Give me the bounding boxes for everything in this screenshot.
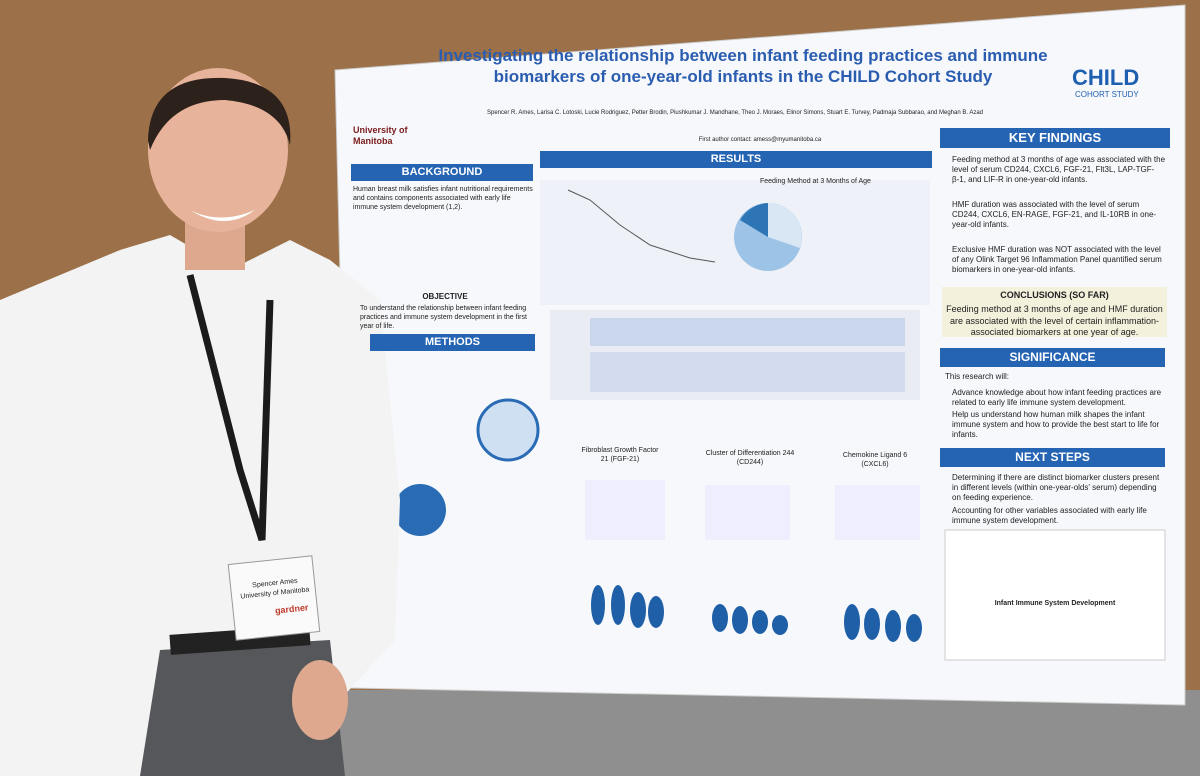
conclusions-text: Feeding method at 3 months of age and HM… — [946, 304, 1163, 337]
section-header: METHODS — [370, 334, 535, 351]
methods-diagram — [394, 484, 446, 536]
logo-name: CHILD — [1072, 65, 1140, 90]
name-badge — [227, 555, 321, 641]
methods-diagram — [476, 398, 540, 462]
plot-title: Chemokine Ligand 6 (CXCL6) — [842, 452, 908, 468]
finding: HMF duration was associated with the lev… — [952, 200, 1157, 229]
conclusions: CONCLUSIONS (SO FAR) Feeding method at 3… — [942, 287, 1167, 337]
conclusions-title: CONCLUSIONS (SO FAR) — [1000, 290, 1109, 300]
scatter — [585, 480, 665, 540]
violins — [591, 585, 922, 642]
significance-item: Help us understand how human milk shapes… — [952, 410, 1160, 439]
section-header: SIGNIFICANCE — [940, 348, 1165, 367]
hair — [148, 77, 291, 150]
survival-curve — [567, 189, 716, 263]
lanyard — [186, 274, 274, 542]
contact: First author contact: amess@myumanitoba.… — [698, 137, 822, 143]
smile — [190, 210, 255, 221]
section-header: RESULTS — [540, 151, 932, 168]
section-header: NEXT STEPS — [940, 448, 1165, 467]
plot-title: Cluster of Differentiation 244 (CD244) — [705, 450, 795, 466]
diagram-label: Infant Immune System Development — [994, 600, 1116, 607]
poster-title: Investigating the relationship between i… — [438, 46, 1048, 86]
finding: Exclusive HMF duration was NOT associate… — [952, 245, 1162, 274]
pie-slice — [768, 203, 802, 248]
heatmap-a — [590, 318, 905, 346]
hand — [292, 660, 348, 740]
scatter — [705, 485, 790, 540]
next-step: Determining if there are distinct biomar… — [952, 473, 1160, 502]
logo-sub: COHORT STUDY — [1075, 90, 1139, 99]
significance-intro: This research will: — [945, 372, 1010, 381]
section-header: BACKGROUND — [351, 164, 533, 181]
finding: Feeding method at 3 months of age was as… — [952, 155, 1166, 184]
pie-slice — [740, 203, 768, 237]
section-header: OBJECTIVE — [422, 292, 468, 301]
next-step: Accounting for other variables associate… — [952, 506, 1147, 525]
significance-item: Advance knowledge about how infant feedi… — [952, 388, 1162, 407]
trousers — [140, 640, 345, 776]
scatter — [835, 485, 920, 540]
heatmap-b — [590, 352, 905, 392]
panel-title: Feeding Method at 3 Months of Age — [760, 178, 871, 185]
section-text: Human breast milk satisfies infant nutri… — [353, 186, 533, 211]
university: University of Manitoba — [353, 125, 408, 147]
authors: Spencer R. Ames, Larisa C. Lotoski, Luci… — [486, 110, 984, 116]
plot-title: Fibroblast Growth Factor 21 (FGF-21) — [581, 447, 659, 463]
section-text: To understand the relationship between i… — [360, 305, 527, 330]
section-header: KEY FINDINGS — [940, 128, 1170, 148]
figure-6 — [944, 529, 1166, 661]
